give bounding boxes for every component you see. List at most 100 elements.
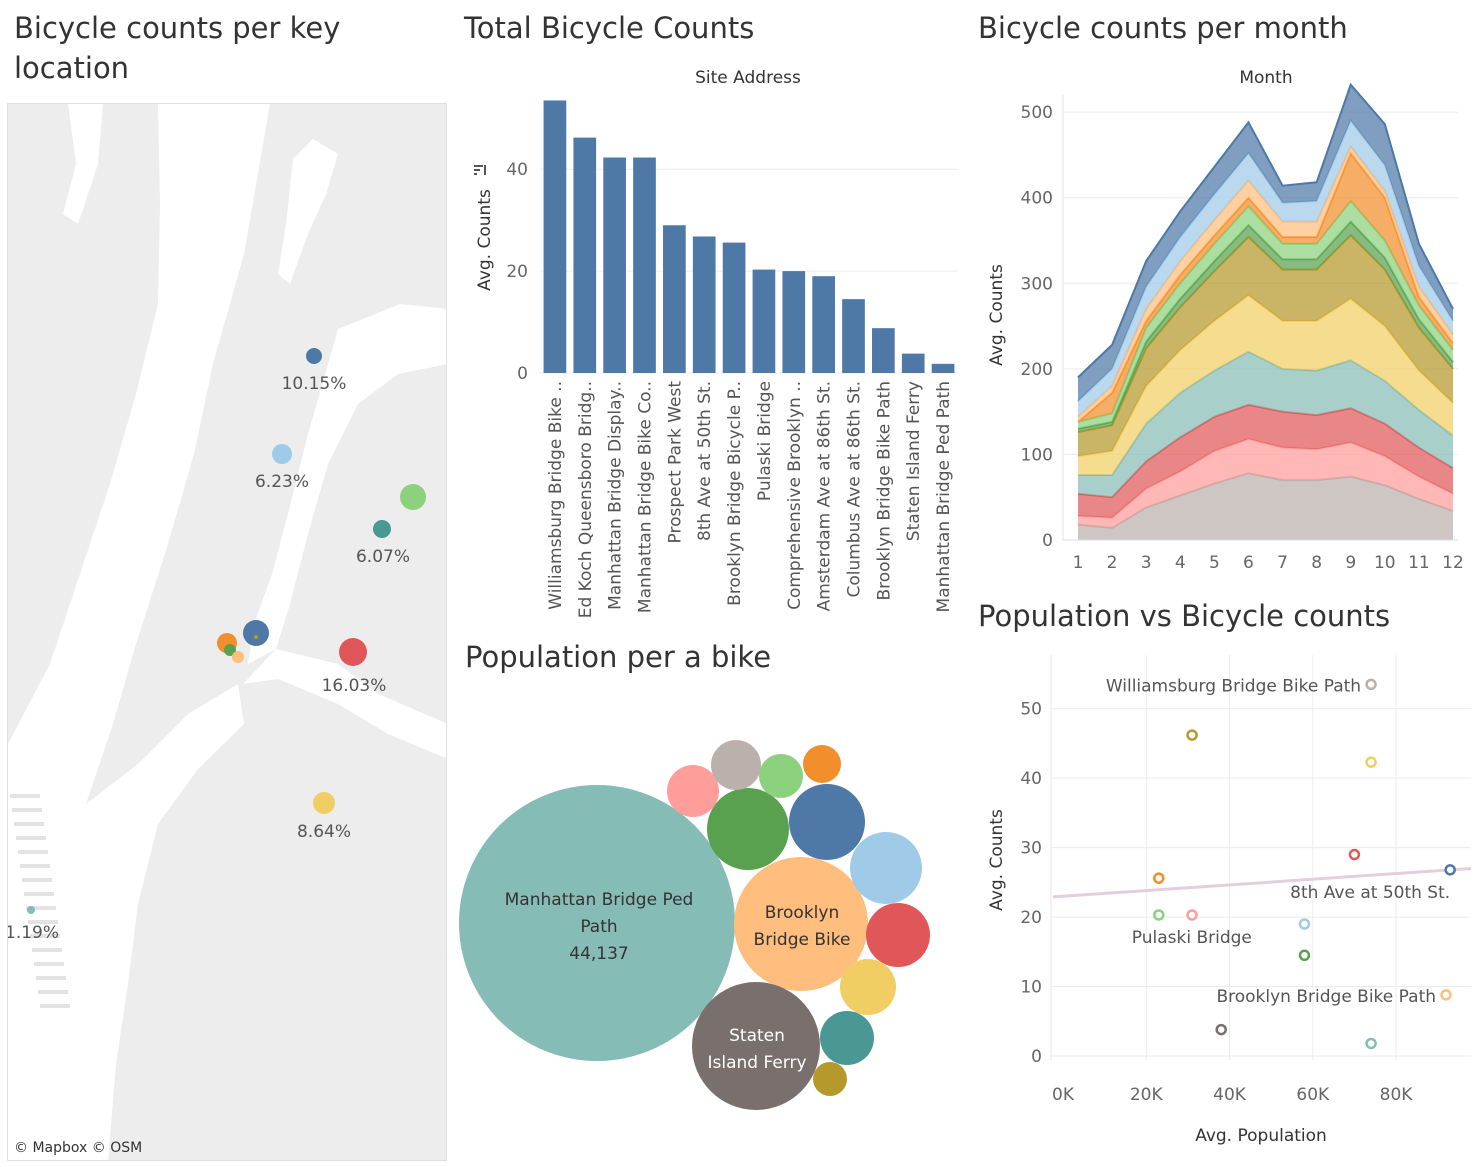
scatter-point-label: Pulaski Bridge (1132, 928, 1252, 948)
bubble-label: Path (580, 917, 617, 937)
scatter-point[interactable] (1298, 918, 1311, 930)
area-series[interactable] (1078, 120, 1453, 417)
scatter-point[interactable] (1186, 909, 1198, 921)
bar[interactable] (752, 269, 776, 373)
bubble[interactable] (840, 959, 896, 1015)
area-x-tick-label: 5 (1209, 553, 1220, 573)
map-marker[interactable] (373, 520, 391, 538)
scatter-x-axis-title: Avg. Population (1195, 1126, 1327, 1146)
sort-icon[interactable] (474, 165, 486, 175)
scatter-point[interactable] (1348, 848, 1361, 861)
bubble[interactable] (866, 903, 930, 967)
scatter-chart: 0 10 20 30 40 50 0K 20K 40K 60K 80K Avg. Population… (987, 655, 1472, 1146)
scatter-point[interactable] (1215, 1023, 1227, 1036)
bar-x-tick-label: Pulaski Bridge (755, 381, 775, 501)
bar-x-tick-label: 8th Ave at 50th St. (695, 381, 715, 541)
scatter-point[interactable] (1365, 678, 1377, 691)
scatter-point[interactable] (1298, 949, 1311, 962)
bar[interactable] (543, 100, 567, 374)
bar[interactable] (692, 236, 716, 373)
map-marker[interactable] (27, 906, 35, 914)
map-marker[interactable] (232, 651, 244, 663)
map-marker[interactable] (306, 348, 322, 364)
map-marker[interactable] (313, 792, 335, 814)
map-marker[interactable] (400, 484, 426, 510)
area-series-line (1077, 82, 1454, 379)
map-marker[interactable] (224, 644, 236, 656)
map-view[interactable]: 10.15% 6.23% 6.07% 16.03% 8.64% 1.19% © Mapbo… (7, 103, 447, 1161)
scatter-x-tick-label: 0K (1052, 1085, 1075, 1105)
map-marker[interactable] (243, 620, 269, 646)
bubble[interactable] (667, 765, 719, 817)
scatter-y-tick-label: 40 (1020, 769, 1042, 789)
bubble-chart: Manhattan Bridge Ped Path 44,137 Brooklyn Br… (459, 740, 930, 1110)
bubble[interactable] (707, 788, 789, 870)
pier (26, 906, 56, 910)
pier (22, 878, 52, 882)
scatter-point-label: Brooklyn Bridge Bike Path (1216, 987, 1436, 1007)
scatter-point[interactable] (1365, 1037, 1377, 1050)
scatter-point[interactable] (1365, 756, 1377, 768)
bar[interactable] (812, 276, 835, 373)
scatter-y-tick-label: 20 (1020, 908, 1042, 928)
bar-x-tick-label: Prospect Park West (665, 381, 685, 544)
area-x-tick-label: 3 (1141, 553, 1152, 573)
bubble[interactable] (789, 784, 865, 860)
map-marker[interactable] (339, 638, 367, 666)
scatter-point-label: 8th Ave at 50th St. (1290, 883, 1450, 903)
scatter-point[interactable] (1153, 909, 1165, 921)
area-y-tick-label: 200 (1021, 360, 1053, 380)
area-series[interactable] (1078, 439, 1453, 529)
pier (20, 864, 50, 868)
scatter-y-tick-label: 10 (1020, 978, 1042, 998)
area-y-tick-label: 400 (1021, 189, 1053, 209)
map-marker[interactable] (254, 635, 258, 639)
scatter-point[interactable] (1186, 729, 1198, 741)
bubble[interactable] (692, 982, 820, 1110)
scatter-y-axis-title: Avg. Counts (987, 809, 1007, 911)
pier (24, 892, 54, 896)
scatter-point[interactable] (1440, 989, 1452, 1001)
area-x-tick-label: 6 (1243, 553, 1254, 573)
bar-x-tick-label: Staten Island Ferry (904, 381, 924, 541)
area-series[interactable] (1078, 404, 1453, 518)
bubble-label: Island Ferry (707, 1053, 806, 1073)
area-x-tick-label: 7 (1277, 553, 1288, 573)
map-marker-label: 16.03% (322, 676, 387, 696)
bubble-label: Manhattan Bridge Ped (505, 890, 694, 910)
scatter-point[interactable] (1444, 864, 1456, 876)
bubble[interactable] (734, 857, 868, 991)
bar[interactable] (931, 363, 955, 373)
bubble[interactable] (711, 740, 761, 790)
water-area-1 (248, 304, 446, 664)
area-series[interactable] (1078, 351, 1453, 498)
bubble[interactable] (803, 745, 841, 783)
scatter-point[interactable] (1153, 872, 1165, 884)
map-marker[interactable] (272, 444, 292, 464)
bar[interactable] (872, 328, 895, 373)
bar[interactable] (603, 157, 626, 373)
bar-x-tick-label: Manhattan Bridge Ped Path (934, 381, 954, 612)
bubble-value: 44,137 (569, 944, 628, 964)
bar[interactable] (842, 299, 865, 373)
bubble[interactable] (820, 1011, 874, 1065)
area-x-tick-label: 8 (1311, 553, 1322, 573)
bar[interactable] (633, 157, 656, 373)
bar[interactable] (722, 242, 746, 373)
bar[interactable] (663, 225, 686, 373)
bubble[interactable] (850, 832, 922, 904)
bar[interactable] (901, 353, 925, 373)
bubble[interactable] (813, 1062, 847, 1096)
bar[interactable] (782, 271, 806, 373)
bar[interactable] (573, 137, 597, 373)
bubble[interactable] (759, 754, 803, 798)
bubble[interactable] (459, 785, 735, 1061)
scatter-chart-title: Population vs Bicycle counts (978, 599, 1391, 633)
bar-chart-title: Total Bicycle Counts (464, 11, 755, 45)
area-series[interactable] (1078, 235, 1453, 457)
map-attribution: © Mapbox © OSM (14, 1140, 143, 1156)
area-series[interactable] (1078, 295, 1453, 475)
area-y-axis-title: Avg. Counts (987, 264, 1007, 366)
area-series[interactable] (1078, 153, 1453, 422)
area-series[interactable] (1078, 473, 1453, 540)
